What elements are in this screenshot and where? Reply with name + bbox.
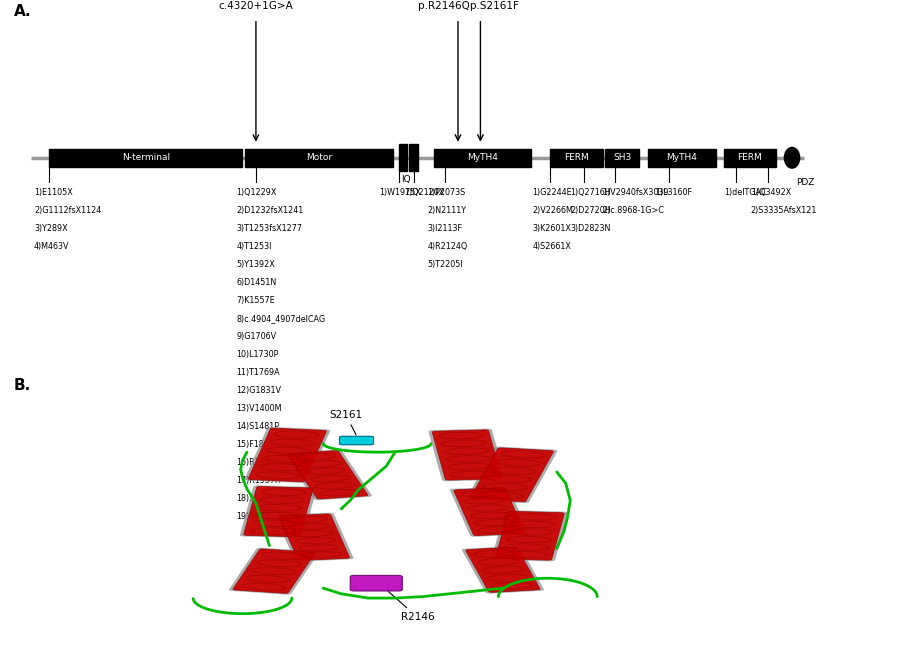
Text: 6)D1451N: 6)D1451N xyxy=(236,278,277,287)
Text: 11)T1769A: 11)T1769A xyxy=(236,368,280,377)
Text: 1)Q3492X: 1)Q3492X xyxy=(751,188,791,197)
Text: 1)L3160F: 1)L3160F xyxy=(656,188,692,197)
Text: FERM: FERM xyxy=(737,154,762,162)
Text: 5)Y1392X: 5)Y1392X xyxy=(236,260,275,269)
FancyBboxPatch shape xyxy=(244,427,330,483)
Text: SH3: SH3 xyxy=(613,154,631,162)
Text: 4)M463V: 4)M463V xyxy=(34,242,70,251)
Text: 4)T1253I: 4)T1253I xyxy=(236,242,271,251)
Text: 13)V1400M: 13)V1400M xyxy=(236,404,282,413)
Text: 1)delTGAC: 1)delTGAC xyxy=(724,188,766,197)
FancyBboxPatch shape xyxy=(284,449,372,500)
Text: 17)R1937H: 17)R1937H xyxy=(236,476,281,485)
FancyBboxPatch shape xyxy=(450,486,529,537)
Bar xyxy=(724,149,776,167)
FancyBboxPatch shape xyxy=(471,448,553,501)
Text: 2)S3335AfsX121: 2)S3335AfsX121 xyxy=(751,206,817,215)
Bar xyxy=(648,149,716,167)
Bar xyxy=(550,149,603,167)
Text: 1)Q2120X: 1)Q2120X xyxy=(404,188,445,197)
Text: 1)E1105X: 1)E1105X xyxy=(34,188,73,197)
FancyBboxPatch shape xyxy=(249,428,326,482)
FancyBboxPatch shape xyxy=(240,485,317,538)
FancyBboxPatch shape xyxy=(279,514,349,560)
Text: 14)S1481P: 14)S1481P xyxy=(236,422,279,431)
Text: S2161: S2161 xyxy=(330,409,362,435)
Text: 3)T1253fsX1277: 3)T1253fsX1277 xyxy=(236,224,302,233)
Text: N-terminal: N-terminal xyxy=(122,154,170,162)
Text: 8)c.4904_4907delCAG: 8)c.4904_4907delCAG xyxy=(236,314,325,323)
FancyBboxPatch shape xyxy=(339,436,374,445)
Text: A.: A. xyxy=(13,4,31,18)
FancyBboxPatch shape xyxy=(428,428,506,481)
FancyBboxPatch shape xyxy=(453,488,525,536)
FancyBboxPatch shape xyxy=(233,549,315,593)
Text: 15)F1807LfsX6: 15)F1807LfsX6 xyxy=(236,440,296,449)
Text: 3)Y289X: 3)Y289X xyxy=(34,224,67,233)
Text: 1)G2244E: 1)G2244E xyxy=(533,188,572,197)
Text: 16)R1937fsX10: 16)R1937fsX10 xyxy=(236,458,297,467)
Text: 9)G1706V: 9)G1706V xyxy=(236,332,277,341)
FancyBboxPatch shape xyxy=(466,547,540,592)
Text: 1)Q1229X: 1)Q1229X xyxy=(236,188,277,197)
Text: PDZ: PDZ xyxy=(797,179,814,187)
FancyBboxPatch shape xyxy=(432,430,502,480)
Text: MyTH4: MyTH4 xyxy=(666,154,698,162)
Bar xyxy=(434,149,531,167)
Text: 3)D2823N: 3)D2823N xyxy=(570,224,611,233)
Text: 19)R1937TfsX10: 19)R1937TfsX10 xyxy=(236,512,303,521)
FancyBboxPatch shape xyxy=(466,447,558,503)
FancyBboxPatch shape xyxy=(491,510,568,561)
FancyBboxPatch shape xyxy=(229,548,319,594)
FancyBboxPatch shape xyxy=(287,451,368,499)
Text: p.R2146Qp.S2161F: p.R2146Qp.S2161F xyxy=(418,1,519,11)
Text: Motor: Motor xyxy=(306,154,332,162)
Ellipse shape xyxy=(785,148,800,168)
Text: 1)V2940fsX3039: 1)V2940fsX3039 xyxy=(603,188,669,197)
Text: IQ: IQ xyxy=(401,175,410,184)
Text: c.4320+1G>A: c.4320+1G>A xyxy=(218,1,294,11)
Text: 1)P2073S: 1)P2073S xyxy=(427,188,466,197)
Text: 3)I2113F: 3)I2113F xyxy=(427,224,462,233)
FancyBboxPatch shape xyxy=(243,486,313,536)
Text: 2)V2266M: 2)V2266M xyxy=(533,206,574,215)
Text: 2)D2720H: 2)D2720H xyxy=(570,206,611,215)
Text: 5)T2205I: 5)T2205I xyxy=(427,260,463,269)
Text: 4)R2124Q: 4)R2124Q xyxy=(427,242,468,251)
Bar xyxy=(605,149,639,167)
Text: B.: B. xyxy=(13,378,31,393)
Text: 3)K2601X: 3)K2601X xyxy=(533,224,571,233)
Text: FERM: FERM xyxy=(564,154,589,162)
FancyBboxPatch shape xyxy=(462,546,544,594)
FancyBboxPatch shape xyxy=(350,575,402,591)
Text: 1)Q2716H: 1)Q2716H xyxy=(570,188,611,197)
Bar xyxy=(49,149,242,167)
Text: 12)G1831V: 12)G1831V xyxy=(236,386,281,395)
Bar xyxy=(399,144,407,171)
FancyBboxPatch shape xyxy=(496,511,564,560)
Text: 7)K1557E: 7)K1557E xyxy=(236,296,275,305)
Text: 10)L1730P: 10)L1730P xyxy=(236,350,278,359)
FancyBboxPatch shape xyxy=(275,513,354,561)
Text: R2146: R2146 xyxy=(388,591,435,622)
Text: MyTH4: MyTH4 xyxy=(467,154,497,162)
Bar xyxy=(245,149,393,167)
Text: 2)N2111Y: 2)N2111Y xyxy=(427,206,466,215)
Text: 1)W1975X: 1)W1975X xyxy=(379,188,421,197)
Text: 18)5710-1G>A: 18)5710-1G>A xyxy=(236,494,296,503)
Bar xyxy=(409,144,418,171)
Text: 4)S2661X: 4)S2661X xyxy=(533,242,571,251)
Text: 2)D1232fsX1241: 2)D1232fsX1241 xyxy=(236,206,304,215)
Text: 2)c.8968-1G>C: 2)c.8968-1G>C xyxy=(603,206,665,215)
Text: 2)G1112fsX1124: 2)G1112fsX1124 xyxy=(34,206,101,215)
